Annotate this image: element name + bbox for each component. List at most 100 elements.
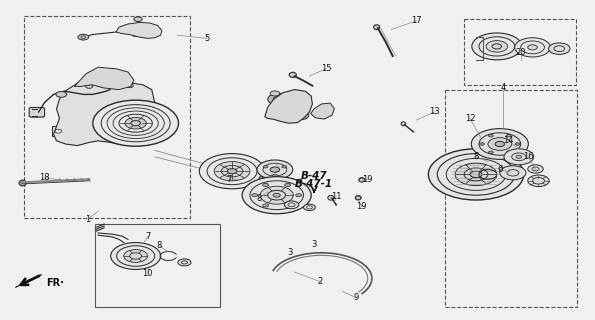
- Circle shape: [480, 143, 484, 145]
- Circle shape: [268, 93, 289, 105]
- Polygon shape: [54, 80, 155, 146]
- Text: 8: 8: [473, 152, 479, 161]
- Circle shape: [488, 138, 512, 150]
- Circle shape: [148, 24, 155, 28]
- Text: 14: 14: [503, 136, 514, 145]
- Circle shape: [111, 243, 161, 269]
- Circle shape: [86, 84, 93, 88]
- FancyBboxPatch shape: [52, 126, 64, 136]
- Text: 19: 19: [356, 202, 367, 211]
- Polygon shape: [74, 67, 134, 90]
- Text: 5: 5: [205, 34, 209, 43]
- Text: 20: 20: [515, 48, 526, 57]
- Text: 6: 6: [497, 165, 503, 174]
- Circle shape: [284, 201, 299, 209]
- Circle shape: [471, 129, 528, 159]
- Circle shape: [282, 165, 287, 168]
- Circle shape: [126, 84, 133, 88]
- Circle shape: [93, 100, 178, 146]
- Circle shape: [299, 92, 308, 97]
- Circle shape: [56, 92, 67, 97]
- Circle shape: [125, 117, 146, 129]
- Circle shape: [515, 143, 520, 145]
- Circle shape: [488, 134, 493, 137]
- Ellipse shape: [401, 122, 406, 126]
- Circle shape: [270, 91, 280, 96]
- Polygon shape: [311, 103, 334, 119]
- Text: 15: 15: [321, 64, 331, 73]
- Circle shape: [292, 111, 309, 120]
- Text: 7: 7: [226, 175, 232, 184]
- Text: 10: 10: [142, 269, 153, 278]
- Circle shape: [470, 171, 482, 178]
- Bar: [24, 16, 190, 218]
- Circle shape: [270, 109, 287, 118]
- Circle shape: [178, 259, 191, 266]
- Text: 16: 16: [523, 152, 534, 161]
- Circle shape: [515, 38, 550, 57]
- Text: 19: 19: [362, 175, 373, 184]
- Circle shape: [455, 163, 497, 186]
- Text: B-47: B-47: [301, 171, 327, 181]
- Circle shape: [495, 141, 505, 147]
- Circle shape: [227, 169, 237, 174]
- Circle shape: [273, 193, 280, 197]
- Text: 8: 8: [256, 194, 262, 203]
- Circle shape: [284, 204, 291, 207]
- Circle shape: [257, 160, 293, 179]
- Circle shape: [516, 155, 522, 158]
- Circle shape: [78, 34, 89, 40]
- Circle shape: [486, 41, 508, 52]
- Circle shape: [263, 204, 269, 207]
- Polygon shape: [15, 275, 42, 287]
- Circle shape: [316, 107, 330, 115]
- Circle shape: [290, 96, 311, 108]
- Circle shape: [124, 250, 148, 262]
- Circle shape: [500, 166, 526, 180]
- Text: 17: 17: [411, 16, 422, 25]
- Text: B-47-1: B-47-1: [295, 179, 333, 189]
- Bar: [464, 19, 576, 85]
- Circle shape: [296, 194, 302, 197]
- Circle shape: [96, 83, 104, 87]
- Text: 7: 7: [145, 232, 151, 241]
- Circle shape: [252, 194, 258, 197]
- Circle shape: [273, 174, 277, 177]
- FancyBboxPatch shape: [29, 108, 45, 117]
- Text: FR·: FR·: [46, 278, 64, 288]
- Circle shape: [126, 24, 133, 28]
- Bar: [445, 90, 577, 307]
- Circle shape: [528, 165, 543, 173]
- Text: 9: 9: [353, 293, 358, 302]
- Circle shape: [270, 167, 280, 172]
- Ellipse shape: [374, 25, 380, 29]
- Circle shape: [111, 77, 121, 83]
- Circle shape: [472, 33, 522, 60]
- Circle shape: [528, 175, 549, 187]
- Ellipse shape: [355, 196, 361, 200]
- Text: 2: 2: [318, 277, 322, 286]
- Circle shape: [506, 134, 511, 137]
- Circle shape: [549, 43, 570, 54]
- Text: 18: 18: [39, 173, 50, 182]
- Circle shape: [144, 33, 151, 36]
- Polygon shape: [265, 90, 312, 123]
- Text: 11: 11: [331, 192, 342, 201]
- Circle shape: [428, 149, 524, 200]
- Circle shape: [132, 33, 139, 36]
- Text: 1: 1: [86, 215, 90, 224]
- Circle shape: [134, 17, 142, 21]
- Circle shape: [504, 149, 534, 165]
- Circle shape: [199, 154, 265, 189]
- Ellipse shape: [289, 72, 296, 77]
- Circle shape: [284, 183, 291, 187]
- Text: 3: 3: [311, 240, 317, 249]
- Text: 8: 8: [156, 241, 162, 250]
- Circle shape: [214, 162, 250, 181]
- Polygon shape: [116, 22, 162, 38]
- Circle shape: [263, 183, 269, 187]
- Circle shape: [242, 177, 311, 214]
- Circle shape: [528, 45, 537, 50]
- Circle shape: [260, 186, 293, 204]
- Ellipse shape: [328, 195, 334, 200]
